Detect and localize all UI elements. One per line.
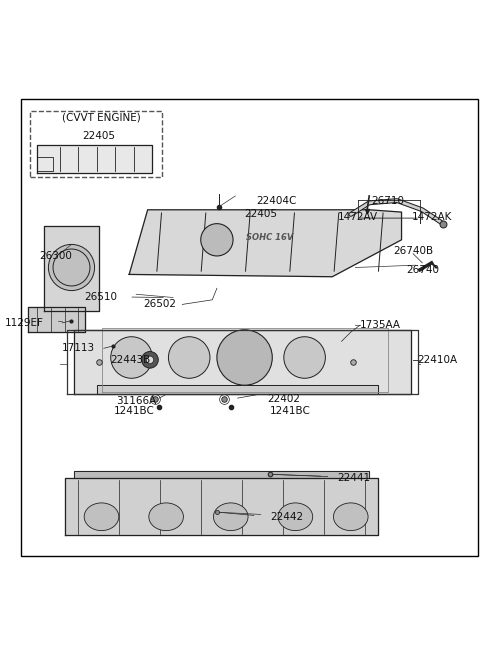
Text: 26300: 26300 — [39, 251, 72, 261]
Polygon shape — [129, 210, 402, 276]
Text: 22404C: 22404C — [256, 196, 297, 206]
Ellipse shape — [84, 503, 119, 531]
Polygon shape — [28, 307, 85, 332]
Polygon shape — [65, 477, 378, 535]
Circle shape — [146, 356, 154, 364]
Text: 1241BC: 1241BC — [114, 405, 155, 415]
Circle shape — [168, 337, 210, 379]
Circle shape — [217, 330, 272, 385]
Text: 22443B: 22443B — [111, 355, 151, 365]
Text: 26740B: 26740B — [393, 246, 433, 256]
Circle shape — [48, 244, 95, 291]
Text: 22402: 22402 — [268, 394, 300, 404]
Polygon shape — [74, 470, 369, 477]
Text: 31166A: 31166A — [117, 396, 157, 406]
Text: 1472AK: 1472AK — [411, 212, 452, 222]
Polygon shape — [44, 226, 99, 311]
Text: 26510: 26510 — [84, 291, 118, 301]
Ellipse shape — [278, 503, 312, 531]
Text: 26710: 26710 — [371, 196, 404, 206]
Polygon shape — [74, 330, 411, 394]
Circle shape — [111, 337, 152, 379]
Text: 1472AV: 1472AV — [337, 212, 378, 222]
Circle shape — [284, 337, 325, 379]
Text: SOHC 16V: SOHC 16V — [246, 233, 294, 242]
Ellipse shape — [334, 503, 368, 531]
Polygon shape — [37, 145, 152, 173]
Text: 22410A: 22410A — [418, 355, 458, 365]
Ellipse shape — [149, 503, 183, 531]
Text: 1129EF: 1129EF — [5, 318, 44, 328]
Text: 22405: 22405 — [245, 210, 277, 219]
Text: 26740: 26740 — [406, 265, 439, 275]
Text: 1735AA: 1735AA — [360, 320, 401, 330]
Ellipse shape — [214, 503, 248, 531]
Polygon shape — [97, 385, 378, 394]
Circle shape — [142, 352, 158, 368]
Circle shape — [226, 337, 268, 379]
Circle shape — [53, 249, 90, 286]
Text: 17113: 17113 — [61, 343, 95, 353]
Text: 22441: 22441 — [337, 472, 370, 483]
Text: 22442: 22442 — [270, 512, 303, 522]
Text: 1241BC: 1241BC — [270, 405, 311, 415]
Text: 26502: 26502 — [143, 299, 176, 309]
Text: 22405: 22405 — [83, 131, 116, 141]
Circle shape — [201, 223, 233, 256]
Text: (CVVT ENGINE): (CVVT ENGINE) — [62, 113, 141, 122]
